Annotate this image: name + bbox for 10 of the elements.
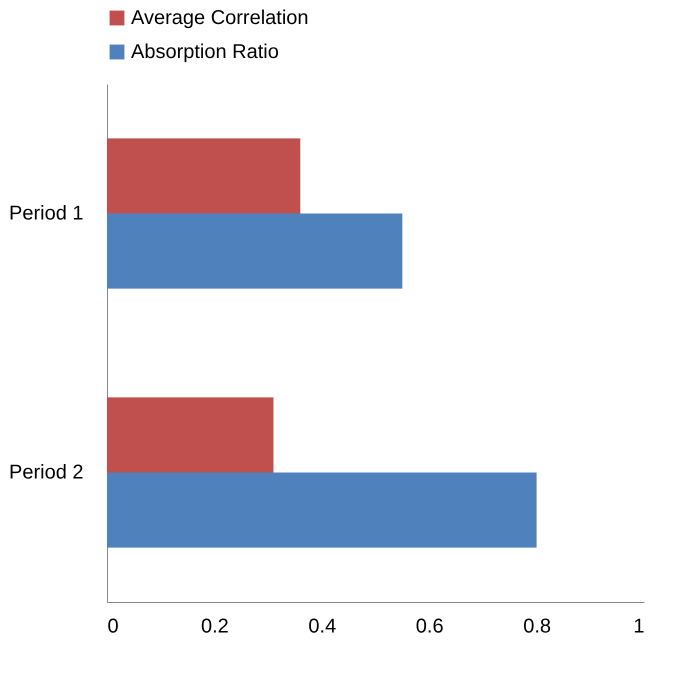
x-tick-label: 0.4 xyxy=(308,616,336,638)
legend-label: Absorption Ratio xyxy=(131,41,279,63)
x-tick-label: 0 xyxy=(108,616,119,638)
x-tick-label: 0.8 xyxy=(523,616,552,638)
x-tick-label: 0.2 xyxy=(200,616,229,638)
y-tick-label: Period 2 xyxy=(9,462,84,484)
x-tick-label: 1 xyxy=(633,616,644,638)
y-tick-label: Period 1 xyxy=(9,202,84,224)
legend-label: Average Correlation xyxy=(131,7,309,29)
x-tick-label: 0.6 xyxy=(416,616,444,638)
